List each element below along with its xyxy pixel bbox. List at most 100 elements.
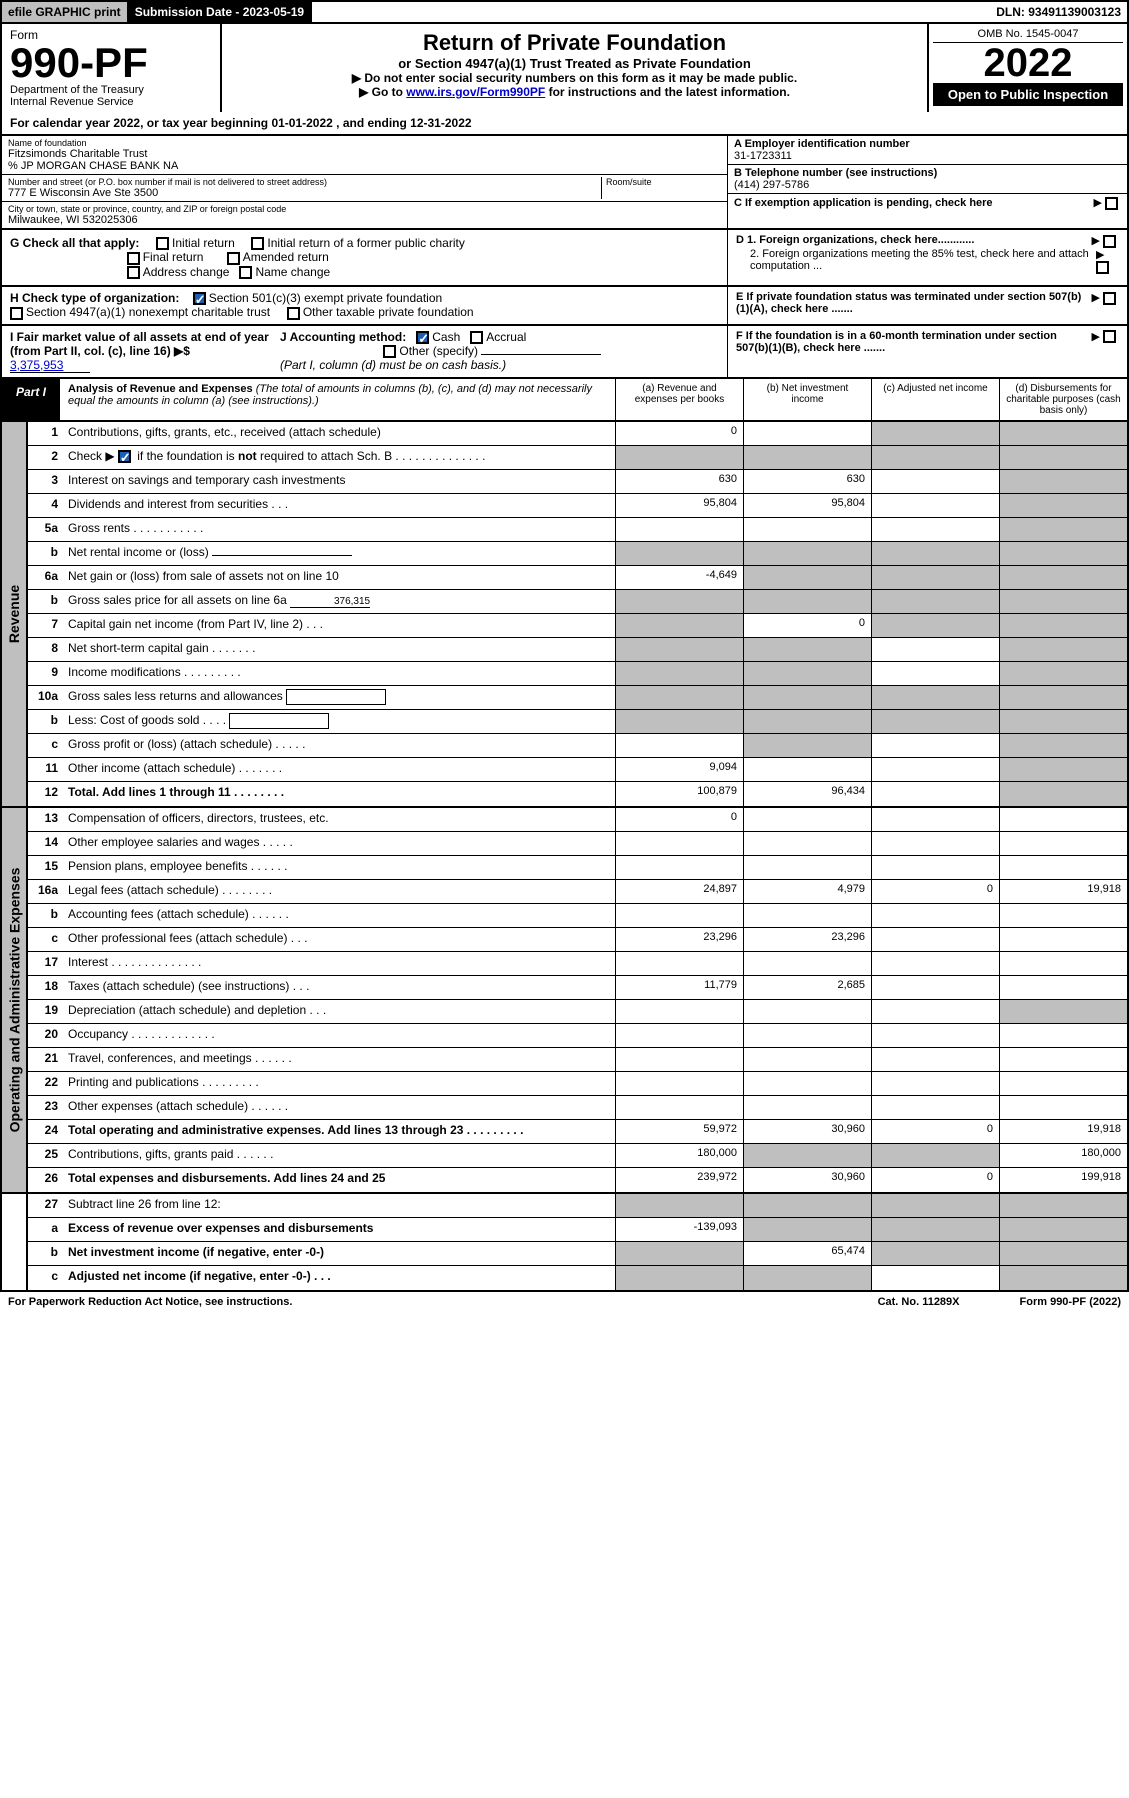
line-6b: Gross sales price for all assets on line… bbox=[62, 590, 615, 613]
foundation-name: Fitzsimonds Charitable Trust bbox=[8, 148, 721, 160]
line-10a: Gross sales less returns and allowances bbox=[62, 686, 615, 709]
line-4: Dividends and interest from securities .… bbox=[62, 494, 615, 517]
line-15: Pension plans, employee benefits . . . .… bbox=[62, 856, 615, 879]
line-9: Income modifications . . . . . . . . . bbox=[62, 662, 615, 685]
col-b-hdr: (b) Net investment income bbox=[743, 379, 871, 420]
goto-note: ▶ Go to www.irs.gov/Form990PF for instru… bbox=[230, 85, 919, 99]
phone-label: B Telephone number (see instructions) bbox=[734, 167, 1121, 179]
d1-checkbox[interactable] bbox=[1103, 235, 1116, 248]
line-5a: Gross rents . . . . . . . . . . . bbox=[62, 518, 615, 541]
line-3: Interest on savings and temporary cash i… bbox=[62, 470, 615, 493]
i-j-f-row: I Fair market value of all assets at end… bbox=[0, 326, 1129, 379]
j-other[interactable] bbox=[383, 345, 396, 358]
g-amended[interactable] bbox=[227, 252, 240, 265]
form-ref: Form 990-PF (2022) bbox=[1020, 1296, 1121, 1308]
d1-label: D 1. Foreign organizations, check here..… bbox=[736, 234, 974, 248]
phone: (414) 297-5786 bbox=[734, 179, 1121, 191]
j-label: J Accounting method: bbox=[280, 330, 406, 344]
line-17: Interest . . . . . . . . . . . . . . bbox=[62, 952, 615, 975]
line-7: Capital gain net income (from Part IV, l… bbox=[62, 614, 615, 637]
dept: Department of the Treasury Internal Reve… bbox=[10, 84, 212, 108]
j-cash[interactable] bbox=[416, 331, 429, 344]
revenue-side: Revenue bbox=[2, 422, 28, 806]
line-27c: Adjusted net income (if negative, enter … bbox=[62, 1266, 615, 1290]
expenses-side: Operating and Administrative Expenses bbox=[2, 808, 28, 1192]
cat-no: Cat. No. 11289X bbox=[878, 1296, 960, 1308]
line-26: Total expenses and disbursements. Add li… bbox=[62, 1168, 615, 1192]
line-19: Depreciation (attach schedule) and deple… bbox=[62, 1000, 615, 1023]
g-initial-return[interactable] bbox=[156, 237, 169, 250]
submission-date-label: Submission Date - 2023-05-19 bbox=[129, 2, 312, 22]
line-24: Total operating and administrative expen… bbox=[62, 1120, 615, 1143]
g-namechange[interactable] bbox=[239, 266, 252, 279]
h-label: H Check type of organization: bbox=[10, 291, 179, 305]
address: 777 E Wisconsin Ave Ste 3500 bbox=[8, 187, 601, 199]
h-501c3[interactable] bbox=[193, 292, 206, 305]
j-accrual[interactable] bbox=[470, 331, 483, 344]
efile-print-button[interactable]: efile GRAPHIC print bbox=[2, 2, 129, 22]
ein: 31-1723311 bbox=[734, 150, 1121, 162]
blank-side bbox=[2, 1194, 28, 1290]
e-checkbox[interactable] bbox=[1103, 292, 1116, 305]
line-10c: Gross profit or (loss) (attach schedule)… bbox=[62, 734, 615, 757]
form-subtitle: or Section 4947(a)(1) Trust Treated as P… bbox=[230, 56, 919, 71]
line-12: Total. Add lines 1 through 11 . . . . . … bbox=[62, 782, 615, 806]
f-checkbox[interactable] bbox=[1103, 330, 1116, 343]
topbar: efile GRAPHIC print Submission Date - 20… bbox=[0, 0, 1129, 24]
line-21: Travel, conferences, and meetings . . . … bbox=[62, 1048, 615, 1071]
irs-link[interactable]: www.irs.gov/Form990PF bbox=[406, 85, 545, 99]
line-27b: Net investment income (if negative, ente… bbox=[62, 1242, 615, 1265]
line-13: Compensation of officers, directors, tru… bbox=[62, 808, 615, 831]
g-initial-former[interactable] bbox=[251, 237, 264, 250]
line-27: Subtract line 26 from line 12: bbox=[62, 1194, 615, 1217]
line-10b: Less: Cost of goods sold . . . . bbox=[62, 710, 615, 733]
i-value[interactable]: 3,375,953 bbox=[10, 358, 90, 373]
part1-tag: Part I bbox=[2, 379, 60, 420]
line-22: Printing and publications . . . . . . . … bbox=[62, 1072, 615, 1095]
part1-header: Part I Analysis of Revenue and Expenses … bbox=[0, 379, 1129, 422]
part1-title: Analysis of Revenue and Expenses bbox=[68, 383, 253, 395]
h-other-taxable[interactable] bbox=[287, 307, 300, 320]
g-d-row: G Check all that apply: Initial return I… bbox=[0, 230, 1129, 287]
d2-checkbox[interactable] bbox=[1096, 261, 1109, 274]
ein-label: A Employer identification number bbox=[734, 138, 1121, 150]
name-label: Name of foundation bbox=[8, 138, 721, 148]
entity-block: Name of foundation Fitzsimonds Charitabl… bbox=[0, 136, 1129, 230]
footer: For Paperwork Reduction Act Notice, see … bbox=[0, 1292, 1129, 1312]
form-title: Return of Private Foundation bbox=[230, 30, 919, 56]
ssn-note: ▶ Do not enter social security numbers o… bbox=[230, 71, 919, 85]
g-addrchange[interactable] bbox=[127, 266, 140, 279]
line-5b: Net rental income or (loss) bbox=[62, 542, 615, 565]
line-8: Net short-term capital gain . . . . . . … bbox=[62, 638, 615, 661]
i-label: I Fair market value of all assets at end… bbox=[10, 330, 269, 358]
addr-label: Number and street (or P.O. box number if… bbox=[8, 177, 601, 187]
care-of: % JP MORGAN CHASE BANK NA bbox=[8, 160, 721, 172]
paperwork-notice: For Paperwork Reduction Act Notice, see … bbox=[8, 1296, 292, 1308]
calendar-year-row: For calendar year 2022, or tax year begi… bbox=[0, 112, 1129, 136]
g-final[interactable] bbox=[127, 252, 140, 265]
h-e-row: H Check type of organization: Section 50… bbox=[0, 287, 1129, 326]
dln: DLN: 93491139003123 bbox=[990, 2, 1127, 22]
form-header: Form 990-PF Department of the Treasury I… bbox=[0, 24, 1129, 112]
line-11: Other income (attach schedule) . . . . .… bbox=[62, 758, 615, 781]
c-checkbox[interactable] bbox=[1105, 197, 1118, 210]
c-label: C If exemption application is pending, c… bbox=[734, 197, 993, 209]
h-4947[interactable] bbox=[10, 307, 23, 320]
line-16c: Other professional fees (attach schedule… bbox=[62, 928, 615, 951]
line-14: Other employee salaries and wages . . . … bbox=[62, 832, 615, 855]
city-label: City or town, state or province, country… bbox=[8, 204, 721, 214]
line-20: Occupancy . . . . . . . . . . . . . bbox=[62, 1024, 615, 1047]
line-6a: Net gain or (loss) from sale of assets n… bbox=[62, 566, 615, 589]
line-16b: Accounting fees (attach schedule) . . . … bbox=[62, 904, 615, 927]
expenses-table: Operating and Administrative Expenses 13… bbox=[0, 808, 1129, 1194]
line-27a: Excess of revenue over expenses and disb… bbox=[62, 1218, 615, 1241]
form-number: 990-PF bbox=[10, 42, 212, 84]
open-inspection: Open to Public Inspection bbox=[933, 83, 1123, 106]
tax-year: 2022 bbox=[933, 43, 1123, 83]
f-label: F If the foundation is in a 60-month ter… bbox=[736, 330, 1091, 373]
e-label: E If private foundation status was termi… bbox=[736, 291, 1091, 320]
d2-label: 2. Foreign organizations meeting the 85%… bbox=[750, 248, 1096, 274]
col-a-hdr: (a) Revenue and expenses per books bbox=[615, 379, 743, 420]
line-18: Taxes (attach schedule) (see instruction… bbox=[62, 976, 615, 999]
schb-checkbox[interactable] bbox=[118, 450, 131, 463]
